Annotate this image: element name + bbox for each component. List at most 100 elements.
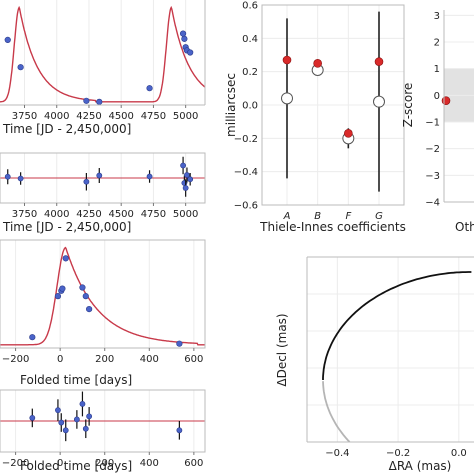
rv-time-xtick-label: 5000 — [173, 111, 198, 122]
thiele-innes-ytick-label: −0.2 — [234, 134, 258, 145]
rv-folded-point — [62, 255, 69, 262]
thiele-innes-ylabel: milliarcsec — [224, 73, 238, 137]
thiele-innes-red-point — [313, 59, 322, 68]
rv-folded-xlabel: Folded time [days] — [20, 373, 132, 387]
thiele-innes-ytick-label: 0.2 — [242, 67, 258, 78]
z-score-xlabel: Oth — [455, 220, 474, 234]
thiele-innes-ytick-label: 0.6 — [242, 1, 258, 12]
rv-time-residuals-xtick-label: 5000 — [173, 209, 198, 220]
rv-time-point — [17, 64, 24, 71]
rv-time-residual-point — [182, 185, 189, 191]
rv-time-residual-point — [184, 172, 190, 178]
rv-time-residuals-xtick-label: 4750 — [141, 209, 166, 220]
rv-folded-point — [176, 340, 183, 347]
rv-folded-xtick-label: 600 — [184, 354, 203, 365]
z-score-ytick-label: −2 — [425, 144, 440, 155]
rv-time-residual-point — [4, 173, 11, 180]
thiele-innes-xlabel: Thiele-Innes coefficients — [259, 220, 406, 234]
orbit-xtick-label: −0.4 — [325, 448, 349, 459]
panel-rv-folded: −200 0 200 400 600 Folded time [days] — [0, 239, 206, 387]
panel-rv-folded-frame — [0, 239, 206, 349]
orbit-arc-solid — [322, 271, 472, 380]
rv-time-residual-point — [83, 178, 90, 185]
rv-time-residuals-xtick-label: 3750 — [12, 209, 37, 220]
panel-thiele-innes: −0.6 −0.4 −0.2 0.0 0.2 0.4 0.6 A B F G milliarcsec… — [224, 1, 406, 235]
panel-orbit: −0.4 −0.2 0.0 ΔDecl (mas) ΔRA (mas) — [275, 256, 474, 473]
thiele-innes-category-label: F — [345, 211, 351, 222]
rv-folded-point — [82, 293, 89, 300]
panel-rv-folded-residuals: −200 0 200 400 600 Folded time [days] — [0, 389, 206, 473]
rv-folded-residual-point — [82, 425, 89, 432]
thiele-innes-ytick-label: 0.4 — [242, 34, 258, 45]
rv-folded-xtick-label: −200 — [2, 354, 29, 365]
rv-folded-residuals-xtick-label: 0 — [57, 458, 63, 469]
rv-folded-point — [59, 285, 66, 292]
rv-folded-xtick-label: 400 — [140, 354, 159, 365]
rv-time-residuals-xtick-label: 4250 — [76, 209, 101, 220]
orbit-arc-light — [322, 381, 351, 443]
rv-folded-residual-point — [86, 413, 93, 420]
rv-time-point — [83, 97, 90, 104]
panel-rv-folded-residuals-frame — [0, 389, 206, 453]
panel-thiele-innes-frame — [261, 4, 405, 206]
rv-time-xtick-label: 4500 — [108, 111, 133, 122]
z-score-ytick-label: 0 — [434, 91, 440, 102]
rv-time-residual-point — [180, 162, 186, 169]
rv-time-residual-point — [187, 176, 194, 183]
rv-time-residuals-xlabel: Time [JD - 2,450,000] — [2, 220, 131, 234]
panel-rv-time-residuals: 3750 4000 4250 4500 4750 5000 Time [JD - 2,45… — [0, 152, 206, 234]
z-score-ytick-label: −4 — [425, 198, 440, 209]
thiele-innes-category-label: G — [375, 211, 383, 222]
orbit-ylabel: ΔDecl (mas) — [275, 313, 289, 386]
z-score-ylabel: Z-score — [401, 83, 415, 128]
rv-folded-model-curve — [0, 246, 205, 346]
rv-folded-xtick-label: 0 — [57, 354, 63, 365]
rv-folded-residuals-xtick-label: −200 — [2, 458, 29, 469]
rv-time-xtick-label: 4250 — [76, 111, 101, 122]
orbit-xtick-label: 0.0 — [451, 448, 467, 459]
rv-time-point — [179, 30, 187, 37]
rv-folded-xtick-label: 200 — [95, 354, 114, 365]
rv-folded-residuals-xtick-label: 200 — [95, 458, 114, 469]
rv-time-residuals-xtick-label: 4500 — [108, 209, 133, 220]
z-score-ytick-label: −1 — [425, 118, 440, 129]
rv-time-residual-point — [96, 172, 103, 179]
z-score-ytick-label: 3 — [434, 11, 440, 22]
rv-folded-residual-point — [29, 414, 36, 421]
panel-rv-time-residuals-frame — [0, 152, 206, 204]
rv-time-point — [181, 35, 188, 42]
panel-z-score: −4 −3 −2 −1 0 1 2 3 Z-score Oth — [401, 10, 474, 234]
thiele-innes-ytick-label: −0.4 — [234, 167, 258, 178]
thiele-innes-red-point — [374, 57, 384, 66]
panel-rv-time: 3750 4000 4250 4500 4750 5000 Time [JD - 2,45… — [0, 0, 206, 136]
thiele-innes-red-point — [282, 55, 292, 65]
rv-folded-residuals-xlabel: Folded time [days] — [20, 459, 132, 473]
orbit-xlabel: ΔRA (mas) — [389, 459, 452, 473]
thiele-innes-ytick-label: −0.6 — [234, 201, 258, 212]
rv-time-xlabel: Time [JD - 2,450,000] — [2, 122, 131, 136]
z-score-point — [441, 96, 451, 105]
rv-folded-residual-point — [79, 401, 86, 407]
thiele-innes-category-label: B — [314, 211, 321, 222]
rv-folded-residual-point — [62, 427, 69, 434]
z-score-ytick-label: 1 — [434, 64, 440, 75]
rv-folded-residual-point — [55, 407, 61, 414]
rv-time-residuals-xtick-label: 4000 — [44, 209, 69, 220]
rv-time-residual-point — [17, 175, 24, 182]
thiele-innes-red-point — [344, 129, 353, 138]
rv-time-residual-point — [146, 173, 153, 180]
thiele-innes-open-point — [281, 92, 293, 105]
rv-time-point — [96, 98, 103, 105]
rv-folded-residual-point — [58, 419, 65, 426]
rv-folded-residuals-xtick-label: 600 — [184, 458, 203, 469]
rv-time-xtick-label: 3750 — [12, 111, 37, 122]
rv-time-point — [4, 36, 11, 44]
thiele-innes-ytick-label: 0.0 — [242, 101, 258, 112]
rv-time-point — [187, 49, 194, 56]
thiele-innes-open-point — [373, 95, 385, 108]
panel-rv-time-bg — [0, 0, 205, 105]
z-score-ytick-label: −3 — [425, 171, 440, 182]
rv-folded-point — [54, 293, 62, 300]
rv-folded-residual-point — [73, 416, 80, 423]
